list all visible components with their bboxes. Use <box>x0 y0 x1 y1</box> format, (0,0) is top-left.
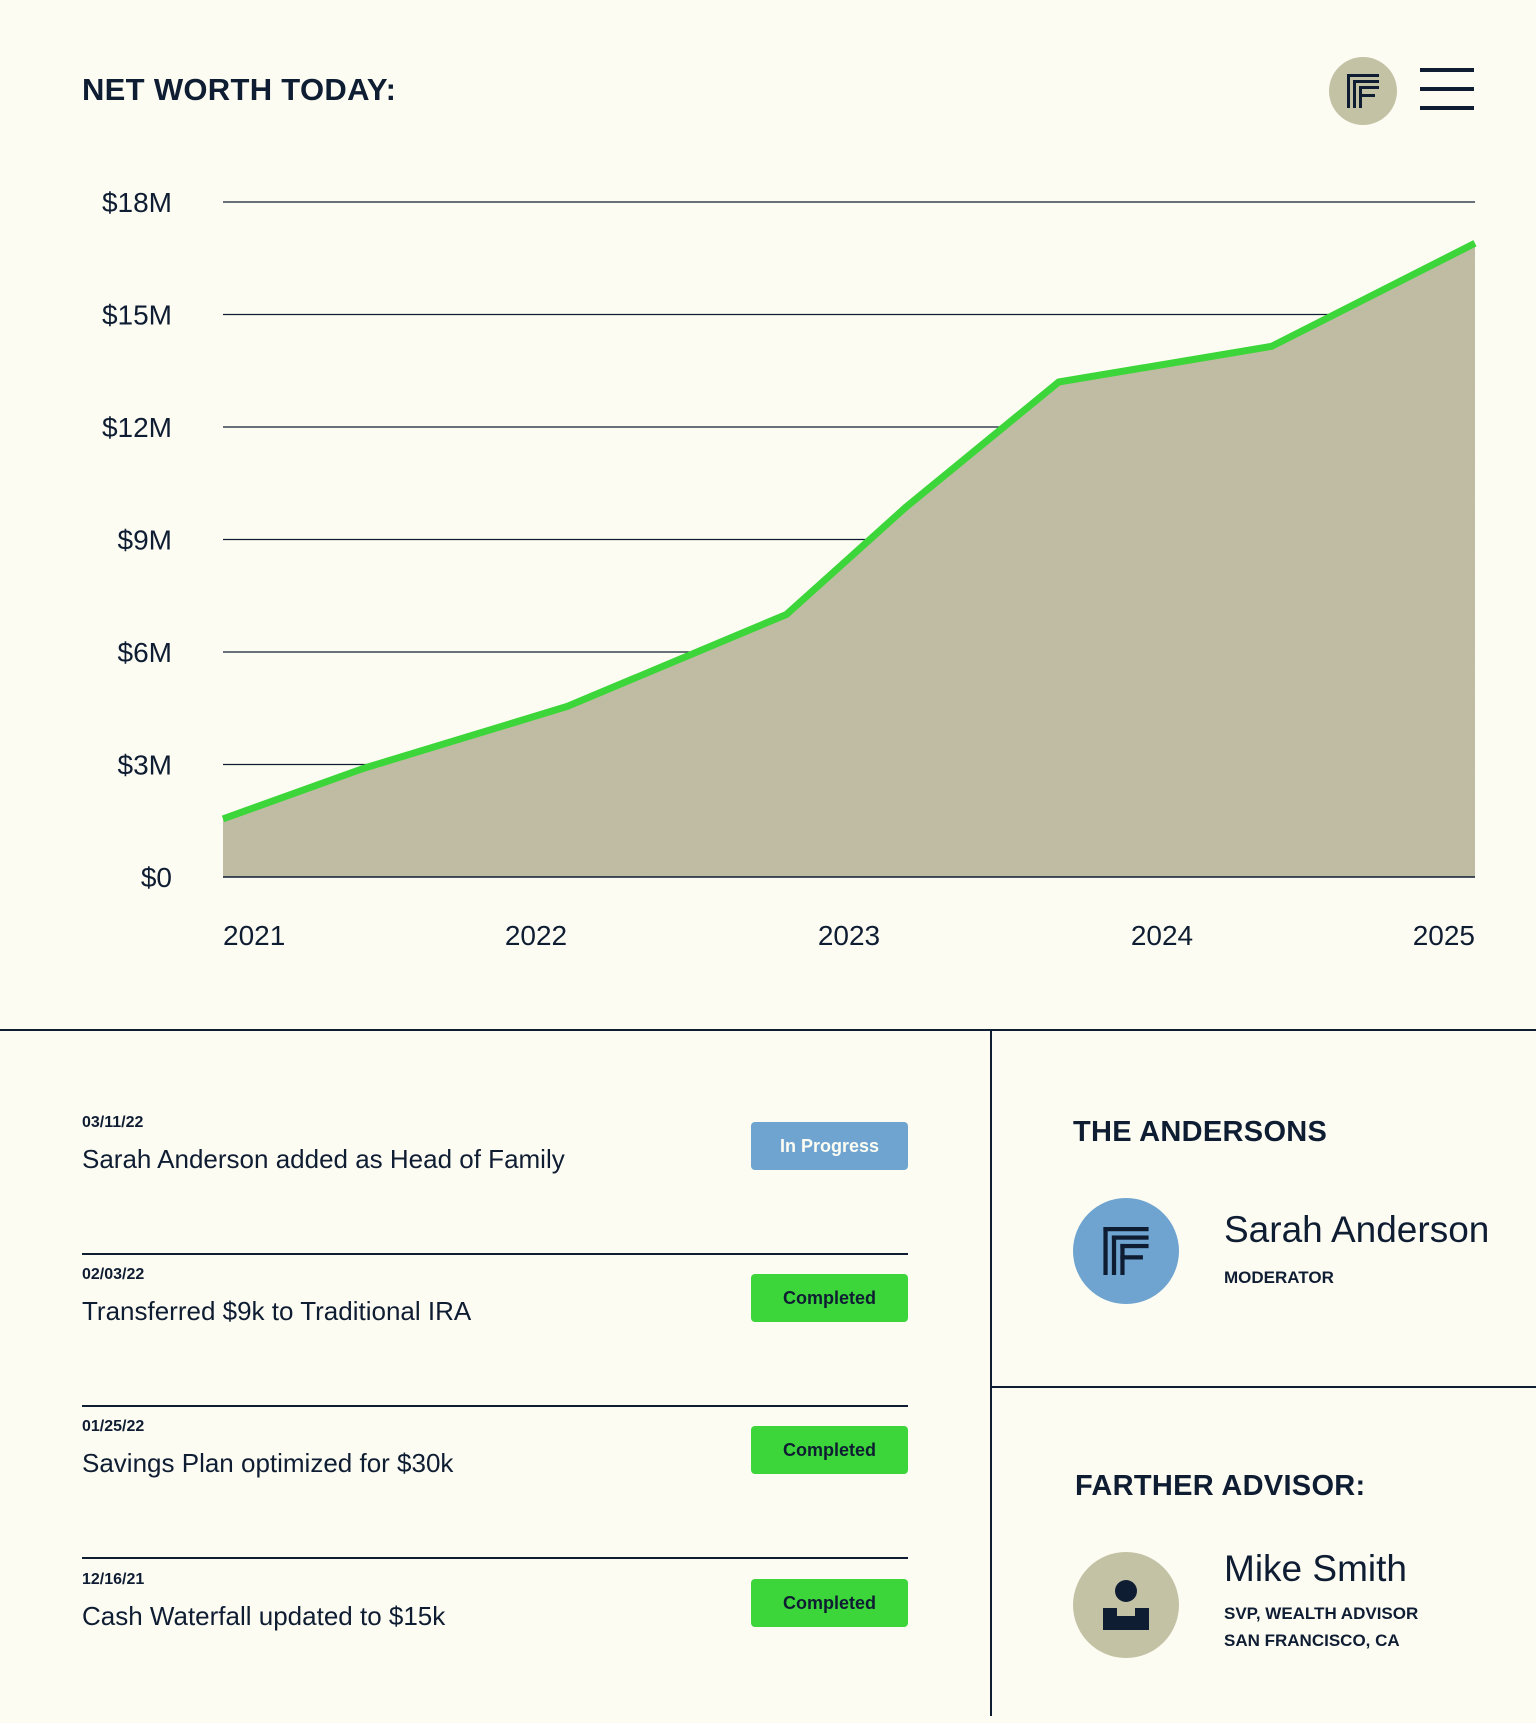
advisor-name: Mike Smith <box>1224 1548 1407 1589</box>
status-badge: Completed <box>751 1426 908 1474</box>
row-divider <box>82 1253 908 1255</box>
farther-logo-icon <box>1103 1227 1149 1275</box>
net-worth-chart: $0 $3M $6M $9M $12M $15M $18M 2021 2022 2023 2024… <box>102 187 1477 951</box>
activity-text: Sarah Anderson added as Head of Family <box>82 1144 565 1174</box>
activity-date: 03/11/22 <box>82 1114 144 1131</box>
x-tick-label: 2025 <box>1413 920 1475 951</box>
list-item[interactable]: 01/25/22 Savings Plan optimized for $30k… <box>82 1418 908 1570</box>
farther-logo-icon <box>1347 74 1379 108</box>
panel-divider <box>992 1386 1536 1388</box>
row-divider <box>82 1405 908 1407</box>
x-tick-label: 2024 <box>1131 920 1193 951</box>
y-tick-label: $6M <box>118 637 172 668</box>
activity-date: 12/16/21 <box>82 1571 145 1588</box>
activity-text: Cash Waterfall updated to $15k <box>82 1601 446 1631</box>
list-item[interactable]: 02/03/22 Transferred $9k to Traditional … <box>82 1266 908 1418</box>
y-tick-label: $15M <box>102 300 172 331</box>
logo-button[interactable] <box>1329 57 1397 125</box>
activity-text: Transferred $9k to Traditional IRA <box>82 1296 472 1326</box>
advisor-location: SAN FRANCISCO, CA <box>1224 1631 1400 1650</box>
x-tick-label: 2022 <box>505 920 567 951</box>
list-item[interactable]: 12/16/21 Cash Waterfall updated to $15k … <box>82 1571 908 1723</box>
y-tick-label: $18M <box>102 187 172 218</box>
status-badge: Completed <box>751 1274 908 1322</box>
activity-date: 01/25/22 <box>82 1418 145 1435</box>
activity-date: 02/03/22 <box>82 1266 145 1283</box>
column-divider <box>990 1030 992 1716</box>
page-title: NET WORTH TODAY: <box>82 72 397 107</box>
advisor-title: FARTHER ADVISOR: <box>1075 1470 1366 1502</box>
y-tick-label: $3M <box>118 750 172 781</box>
y-tick-label: $9M <box>118 525 172 556</box>
x-tick-label: 2021 <box>223 920 285 951</box>
status-badge: In Progress <box>751 1122 908 1170</box>
y-tick-label: $0 <box>141 862 172 893</box>
section-divider <box>0 1029 1536 1031</box>
family-title: THE ANDERSONS <box>1073 1116 1328 1148</box>
advisor-avatar[interactable] <box>1073 1552 1179 1658</box>
y-tick-label: $12M <box>102 412 172 443</box>
person-icon <box>1103 1580 1149 1630</box>
activity-text: Savings Plan optimized for $30k <box>82 1448 454 1478</box>
family-avatar[interactable] <box>1073 1198 1179 1304</box>
x-tick-label: 2023 <box>818 920 880 951</box>
net-worth-line <box>221 240 1477 823</box>
hamburger-menu-icon[interactable] <box>1420 66 1474 112</box>
status-badge: Completed <box>751 1579 908 1627</box>
row-divider <box>82 1557 908 1559</box>
family-member-role: MODERATOR <box>1224 1268 1334 1287</box>
family-member-name: Sarah Anderson <box>1224 1209 1490 1250</box>
advisor-role: SVP, WEALTH ADVISOR <box>1224 1604 1419 1623</box>
list-item[interactable]: 03/11/22 Sarah Anderson added as Head of… <box>82 1114 908 1266</box>
